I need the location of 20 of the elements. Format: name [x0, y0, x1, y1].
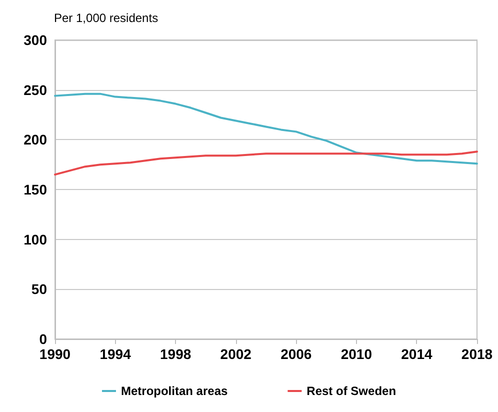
x-tick-label: 1994	[100, 346, 132, 362]
x-tick-label: 2006	[280, 346, 312, 362]
y-tick-label: 50	[31, 281, 48, 298]
x-tick-label: 1998	[160, 346, 192, 362]
y-axis-title: Per 1,000 residents	[54, 11, 158, 25]
x-tick-label: 2010	[340, 346, 372, 362]
y-tick-label: 150	[24, 182, 48, 198]
line-series	[54, 150, 478, 176]
x-tick-label: 2014	[401, 346, 432, 362]
y-tick-label: 250	[24, 82, 48, 98]
x-tick-label: 2002	[220, 346, 252, 362]
x-tick-label: 1990	[39, 346, 71, 362]
x-tick-label: 2018	[461, 346, 493, 362]
line-series	[54, 92, 478, 165]
y-tick-label: 300	[24, 32, 48, 48]
legend-label: Metropolitan areas	[120, 384, 228, 398]
y-tick-label: 0	[39, 331, 48, 347]
y-tick-label: 100	[24, 231, 48, 248]
y-tick-label: 200	[24, 132, 48, 148]
legend-label: Rest of Sweden	[306, 384, 396, 398]
